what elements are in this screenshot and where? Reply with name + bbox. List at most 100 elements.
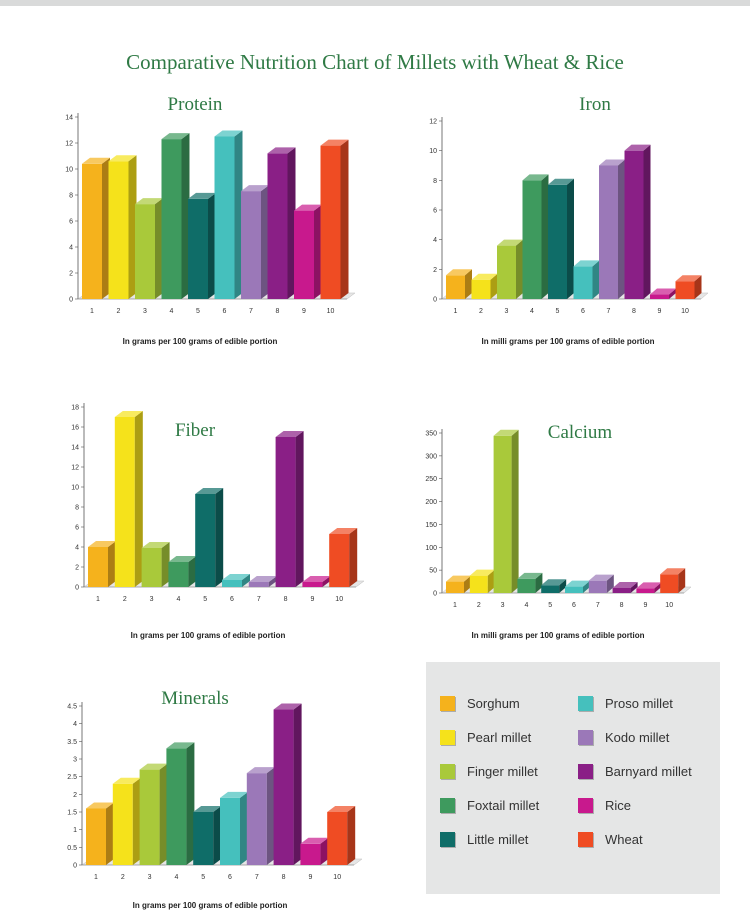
x-tick-label: 8 bbox=[282, 874, 286, 881]
x-axis-label-minerals: In grams per 100 grams of edible portion bbox=[133, 901, 288, 910]
bar-fiber-2 bbox=[114, 411, 143, 587]
bar-side bbox=[340, 139, 349, 299]
bar-minerals-1 bbox=[86, 802, 114, 865]
y-tick-label: 4 bbox=[69, 245, 73, 252]
bar-side bbox=[159, 763, 168, 865]
bar-side bbox=[128, 155, 137, 299]
bar-side bbox=[322, 576, 331, 587]
bar-side bbox=[188, 556, 197, 587]
x-tick-label: 3 bbox=[143, 308, 147, 315]
bar-top bbox=[636, 582, 662, 589]
bar-side bbox=[186, 742, 195, 865]
bar-front bbox=[273, 709, 294, 865]
bar-protein-7 bbox=[241, 185, 269, 299]
bar-top bbox=[329, 528, 358, 534]
bar-protein-5 bbox=[188, 192, 216, 299]
x-tick-label: 10 bbox=[327, 308, 335, 315]
bar-calcium-9 bbox=[636, 582, 662, 593]
bar-front bbox=[248, 582, 269, 587]
bar-front bbox=[612, 587, 631, 593]
chart-title-iron: Iron bbox=[579, 94, 611, 115]
bar-side bbox=[490, 273, 498, 299]
x-tick-label: 5 bbox=[548, 602, 552, 609]
bar-front bbox=[327, 812, 348, 865]
y-tick-label: 16 bbox=[71, 425, 79, 432]
bar-minerals-4 bbox=[166, 742, 195, 865]
bar-side bbox=[295, 431, 304, 587]
x-tick-label: 2 bbox=[123, 596, 127, 603]
x-tick-label: 5 bbox=[201, 874, 205, 881]
bar-side bbox=[240, 791, 248, 865]
x-tick-label: 9 bbox=[658, 308, 662, 315]
bar-side bbox=[102, 157, 110, 299]
bar-top bbox=[241, 185, 269, 192]
bar-side bbox=[694, 275, 702, 299]
x-tick-label: 4 bbox=[530, 308, 534, 315]
bar-top bbox=[88, 541, 116, 547]
x-tick-label: 5 bbox=[203, 596, 207, 603]
legend-swatch bbox=[578, 832, 593, 847]
bar-top bbox=[302, 576, 331, 582]
bar-front bbox=[329, 534, 350, 587]
bar-side bbox=[242, 574, 250, 587]
bar-side bbox=[669, 288, 676, 299]
legend-label: Finger millet bbox=[467, 764, 538, 779]
bar-top bbox=[320, 139, 349, 146]
bar-side bbox=[541, 174, 549, 299]
x-tick-label: 1 bbox=[454, 308, 458, 315]
x-tick-label: 6 bbox=[228, 874, 232, 881]
bar-side bbox=[347, 806, 356, 865]
legend-item-wheat: Wheat bbox=[578, 832, 643, 847]
bar-top bbox=[517, 572, 543, 579]
bar-top bbox=[246, 767, 275, 774]
y-tick-label: 50 bbox=[429, 568, 437, 575]
y-tick-label: 6 bbox=[75, 525, 79, 532]
bar-front bbox=[195, 494, 216, 587]
bar-side bbox=[320, 837, 329, 865]
x-tick-label: 10 bbox=[335, 596, 343, 603]
bar-top bbox=[86, 802, 114, 809]
bar-top bbox=[188, 192, 216, 199]
legend-swatch bbox=[440, 798, 455, 813]
x-axis-label-iron: In milli grams per 100 grams of edible p… bbox=[482, 337, 655, 346]
bar-top bbox=[650, 288, 676, 295]
x-tick-label: 8 bbox=[276, 308, 280, 315]
y-tick-label: 12 bbox=[65, 141, 73, 148]
bar-fiber-5 bbox=[195, 488, 224, 587]
legend-swatch bbox=[578, 764, 593, 779]
bar-fiber-1 bbox=[88, 541, 116, 587]
page-title: Comparative Nutrition Chart of Millets w… bbox=[126, 50, 624, 74]
bar-top bbox=[82, 157, 110, 164]
x-tick-label: 2 bbox=[121, 874, 125, 881]
y-tick-label: 2 bbox=[69, 271, 73, 278]
bar-top bbox=[214, 130, 243, 137]
x-tick-label: 3 bbox=[505, 308, 509, 315]
bar-side bbox=[618, 159, 625, 299]
bar-side bbox=[314, 204, 322, 299]
x-tick-label: 7 bbox=[596, 602, 600, 609]
legend-swatch bbox=[578, 730, 593, 745]
y-tick-label: 0 bbox=[69, 297, 73, 304]
legend-item-foxtail-millet: Foxtail millet bbox=[440, 798, 539, 813]
bar-front bbox=[599, 165, 618, 299]
x-tick-label: 6 bbox=[572, 602, 576, 609]
legend-item-rice: Rice bbox=[578, 798, 631, 813]
y-tick-label: 3.5 bbox=[67, 739, 77, 746]
y-tick-label: 1.5 bbox=[67, 810, 77, 817]
y-tick-label: 4 bbox=[433, 237, 437, 244]
y-tick-label: 0 bbox=[433, 297, 437, 304]
x-tick-label: 3 bbox=[150, 596, 154, 603]
x-tick-label: 5 bbox=[556, 308, 560, 315]
y-tick-label: 10 bbox=[429, 148, 437, 155]
bar-front bbox=[161, 139, 182, 299]
bar-top bbox=[222, 574, 250, 580]
y-tick-label: 6 bbox=[433, 208, 437, 215]
x-tick-label: 7 bbox=[607, 308, 611, 315]
x-tick-label: 4 bbox=[170, 308, 174, 315]
x-tick-label: 1 bbox=[453, 602, 457, 609]
bar-front bbox=[267, 153, 288, 299]
bar-fiber-7 bbox=[248, 576, 277, 587]
bar-side bbox=[208, 192, 216, 299]
legend-label: Kodo millet bbox=[605, 730, 670, 745]
bar-front bbox=[112, 783, 133, 865]
